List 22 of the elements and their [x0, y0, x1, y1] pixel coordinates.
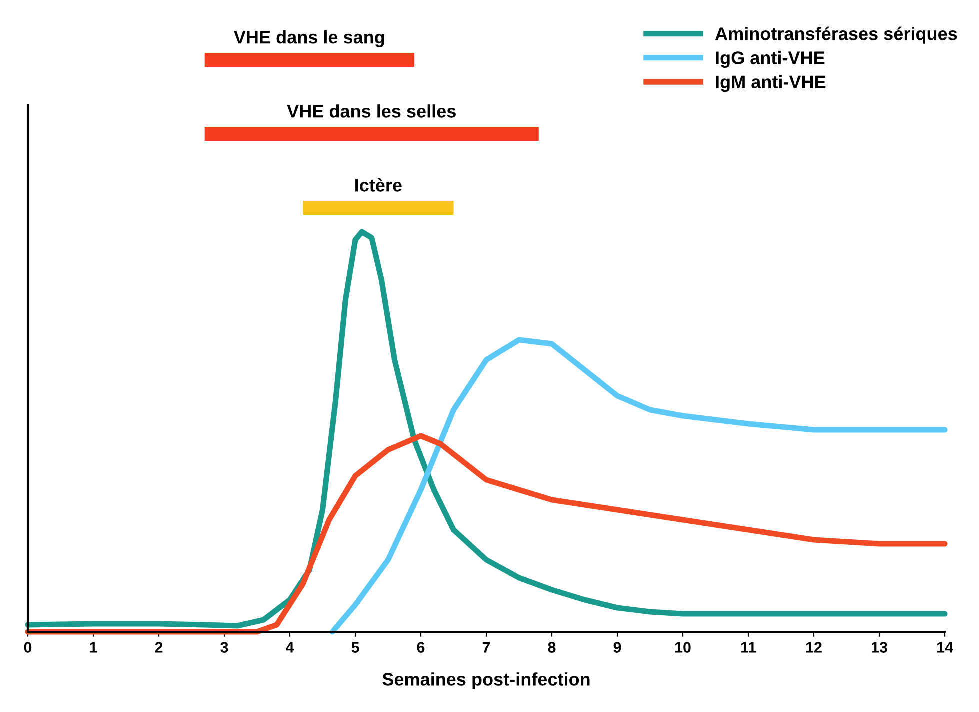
x-tick-label: 7	[482, 642, 490, 653]
x-tick-label: 13	[872, 642, 888, 653]
legend-label: IgM anti-VHE	[716, 75, 826, 92]
annotation: VHE dans les selles	[287, 104, 456, 118]
x-tick-label: 5	[352, 642, 360, 653]
x-tick-label: 2	[155, 642, 163, 653]
legend-label: IgG anti-VHE	[716, 51, 825, 68]
x-tick-label: 8	[548, 642, 556, 653]
x-tick-label: 12	[806, 642, 822, 653]
legend-label: Aminotransférases sériques	[715, 26, 958, 44]
x-tick-label: 3	[220, 642, 228, 653]
annotation: Ictère	[356, 178, 402, 192]
x-axis-title: Semaines post-infection	[382, 672, 590, 690]
x-tick-label: 9	[614, 642, 622, 653]
x-tick-label: 1	[90, 642, 98, 653]
x-tick-label: 11	[741, 642, 756, 653]
x-tick-label: 4	[286, 642, 294, 653]
x-tick-label: 14	[937, 642, 954, 653]
x-tick-label: 6	[417, 642, 425, 653]
annotation: VHE dans le sang	[234, 30, 384, 48]
x-tick-label: 10	[675, 642, 691, 653]
x-tick-label: 0	[24, 642, 32, 653]
